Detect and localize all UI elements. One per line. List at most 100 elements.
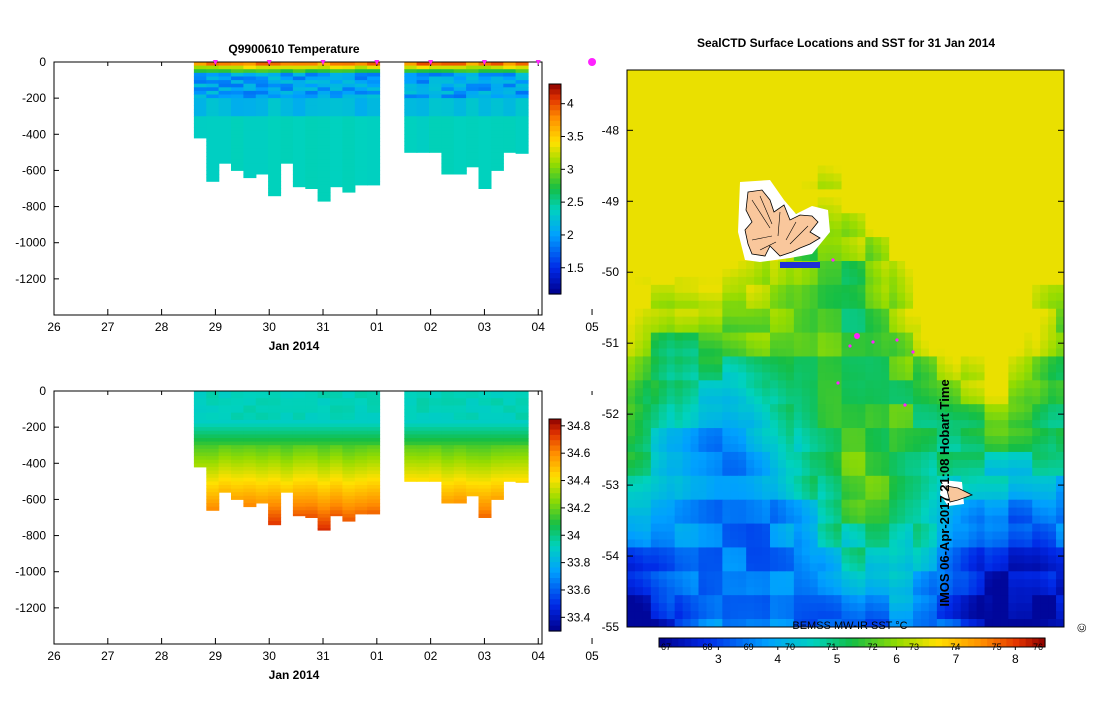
- profile-cell: [441, 406, 454, 410]
- profile-cell: [305, 510, 318, 514]
- sst-cell: [802, 165, 810, 173]
- sst-cell: [865, 70, 873, 78]
- sst-cell: [699, 158, 707, 166]
- profile-cell: [367, 145, 380, 149]
- sst-cell: [873, 428, 881, 436]
- profile-cell: [417, 416, 430, 420]
- profile-cell: [256, 170, 269, 174]
- sst-cell: [786, 150, 794, 158]
- sst-cell: [706, 309, 714, 317]
- sst-cell: [706, 221, 714, 229]
- profile-cell: [342, 127, 355, 131]
- sst-cell: [754, 86, 762, 94]
- sst-cell: [897, 110, 905, 118]
- profile-cell: [441, 452, 454, 456]
- sst-cell: [881, 126, 889, 134]
- sst-cell: [691, 197, 699, 205]
- profile-cell: [293, 416, 306, 420]
- sst-cell: [961, 349, 969, 357]
- profile-cell: [219, 66, 232, 70]
- profile-cell: [479, 102, 492, 106]
- sst-cell: [905, 380, 913, 388]
- sst-cell: [1048, 86, 1056, 94]
- profile-cell: [281, 398, 294, 402]
- profile-cell: [243, 452, 256, 456]
- sst-cell: [722, 484, 730, 492]
- sst-cell: [802, 309, 810, 317]
- sst-cell: [1048, 524, 1056, 532]
- sst-cell: [1048, 325, 1056, 333]
- sst-cell: [675, 94, 683, 102]
- profile-cell: [206, 77, 219, 81]
- colorbar-swatch: [549, 110, 561, 116]
- sst-cell: [977, 165, 985, 173]
- profile-cell: [206, 178, 219, 182]
- sst-cell: [818, 285, 826, 293]
- profile-cell: [466, 434, 479, 438]
- sst-cell: [992, 189, 1000, 197]
- profile-cell: [491, 116, 504, 120]
- profile-cell: [318, 499, 331, 503]
- sst-cell: [1032, 229, 1040, 237]
- sst-cell: [659, 301, 667, 309]
- sst-cell: [985, 173, 993, 181]
- sst-cell: [722, 333, 730, 341]
- profile-cell: [305, 98, 318, 102]
- sst-cell: [849, 237, 857, 245]
- profile-cell: [194, 452, 207, 456]
- profile-cell: [281, 120, 294, 124]
- sst-cell: [961, 293, 969, 301]
- sst-cell: [834, 396, 842, 404]
- profile-cell: [355, 152, 368, 156]
- sst-cell: [842, 253, 850, 261]
- sst-cell: [651, 205, 659, 213]
- sst-cell: [921, 388, 929, 396]
- colorbar-swatch: [549, 278, 561, 284]
- sst-cell: [1056, 476, 1064, 484]
- sst-cell: [921, 412, 929, 420]
- profile-cell: [479, 391, 492, 395]
- sst-cell: [683, 94, 691, 102]
- profile-cell: [342, 471, 355, 475]
- profile-cell: [367, 167, 380, 171]
- sst-cell: [897, 269, 905, 277]
- sst-cell: [1048, 126, 1056, 134]
- sst-cell: [722, 476, 730, 484]
- sst-cell: [873, 532, 881, 540]
- sst-cell: [730, 158, 738, 166]
- profile-cell: [417, 442, 430, 446]
- profile-cell: [466, 485, 479, 489]
- sst-cell: [1048, 118, 1056, 126]
- profile-cell: [318, 471, 331, 475]
- sst-cell: [730, 460, 738, 468]
- sst-cell: [1032, 317, 1040, 325]
- profile-cell: [342, 507, 355, 511]
- sst-cell: [969, 118, 977, 126]
- profile-cell: [342, 170, 355, 174]
- sst-cell: [905, 229, 913, 237]
- sst-cell: [961, 468, 969, 476]
- sst-cell: [977, 428, 985, 436]
- sst-cell: [937, 253, 945, 261]
- sst-cell: [865, 118, 873, 126]
- sst-cell: [802, 532, 810, 540]
- sst-cell: [714, 356, 722, 364]
- profile-cell: [256, 489, 269, 493]
- sst-cell: [889, 213, 897, 221]
- sst-cell: [1048, 500, 1056, 508]
- profile-cell: [318, 395, 331, 399]
- profile-cell: [404, 463, 417, 467]
- profile-cell: [454, 73, 467, 77]
- sst-cell: [643, 436, 651, 444]
- sst-cell: [826, 356, 834, 364]
- sst-cell: [977, 349, 985, 357]
- profile-cell: [441, 170, 454, 174]
- profile-cell: [466, 413, 479, 417]
- sst-cell: [635, 269, 643, 277]
- profile-cell: [219, 449, 232, 453]
- profile-cell: [268, 499, 281, 503]
- profile-cell: [342, 174, 355, 178]
- sst-cell: [969, 309, 977, 317]
- profile-cell: [256, 167, 269, 171]
- sst-cell: [985, 134, 993, 142]
